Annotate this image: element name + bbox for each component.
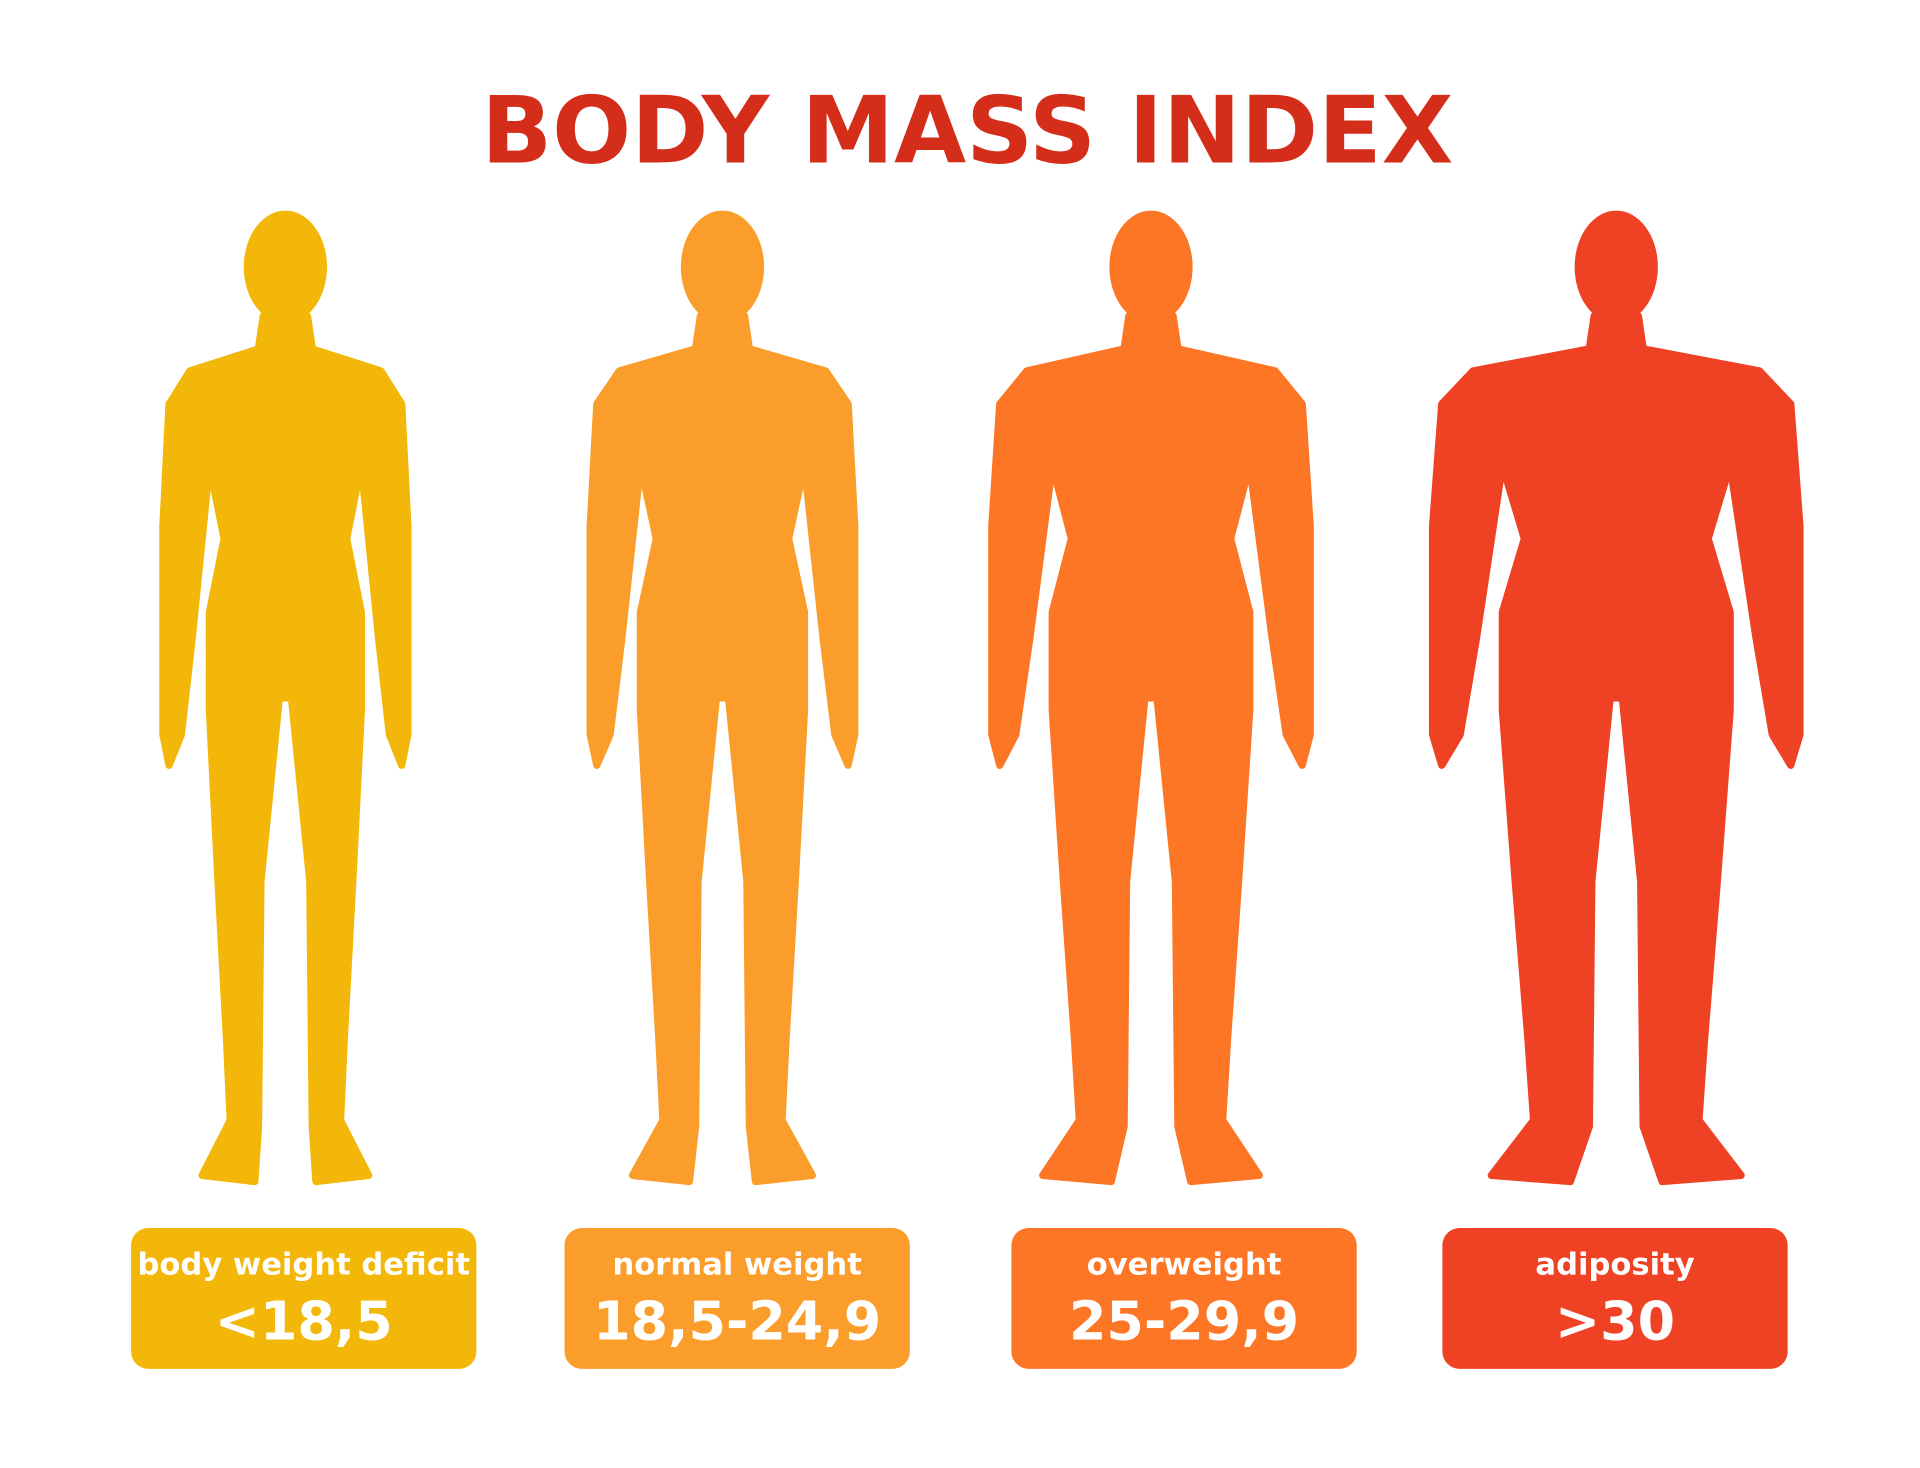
- category-label: adiposity: [1535, 1247, 1694, 1282]
- category-range: <18,5: [215, 1289, 393, 1352]
- category-label: normal weight: [612, 1247, 861, 1282]
- body-silhouette: [1428, 312, 1804, 1186]
- category-box: [1442, 1228, 1788, 1369]
- category-range: 25-29,9: [1069, 1289, 1299, 1352]
- category-label: body weight deficit: [138, 1247, 470, 1282]
- head-silhouette: [243, 210, 328, 324]
- category-range: 18,5-24,9: [593, 1289, 881, 1352]
- category-label: overweight: [1087, 1247, 1282, 1282]
- category-range: >30: [1555, 1289, 1675, 1352]
- head-silhouette: [1574, 210, 1658, 324]
- body-silhouette: [159, 312, 412, 1186]
- body-silhouette: [988, 312, 1314, 1186]
- category-box: [131, 1228, 477, 1369]
- category-box: [1011, 1228, 1357, 1369]
- category-box: [564, 1228, 910, 1369]
- head-silhouette: [680, 210, 765, 324]
- title: BODY MASS INDEX: [481, 77, 1453, 185]
- body-silhouette: [586, 312, 859, 1186]
- head-silhouette: [1109, 210, 1193, 324]
